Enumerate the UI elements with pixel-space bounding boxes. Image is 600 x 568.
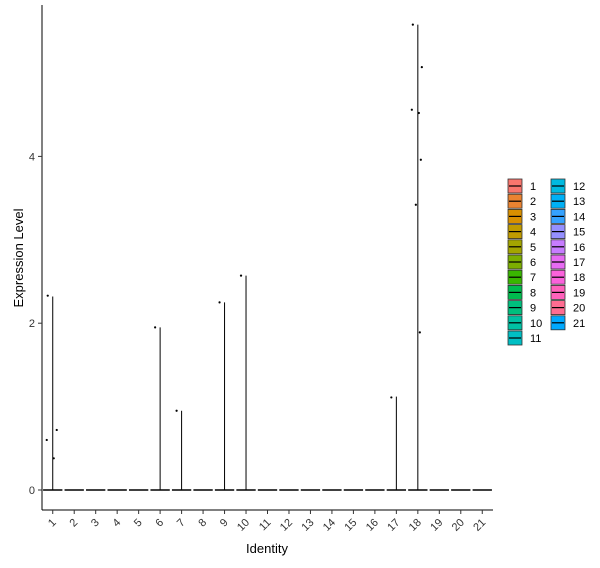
point-17-1 (390, 396, 393, 399)
x-tick-label-12: 12 (278, 517, 295, 534)
legend-label-14: 14 (573, 211, 585, 223)
point-1-4 (52, 457, 55, 460)
point-group (45, 23, 423, 460)
legend-label-11: 11 (530, 333, 541, 345)
point-18-5 (419, 158, 422, 161)
point-18-6 (414, 203, 417, 206)
y-tick-label-2: 2 (29, 318, 35, 330)
violin-group (43, 24, 492, 491)
legend-label-15: 15 (573, 227, 585, 239)
x-tick-label-13: 13 (299, 517, 316, 534)
x-axis-ticks: 1 2 3 4 5 6 7 8 9 10 11 12 13 14 15 16 17 18 19 20 21 (46, 510, 488, 534)
legend-label-4: 4 (530, 227, 536, 239)
x-tick-label-21: 21 (471, 517, 488, 534)
legend-label-10: 10 (530, 318, 542, 330)
point-18-3 (410, 108, 413, 111)
point-10-1 (239, 274, 243, 277)
x-tick-label-7: 7 (175, 517, 188, 530)
point-18-7 (418, 331, 421, 334)
point-7-1 (175, 409, 178, 412)
x-tick-label-14: 14 (321, 517, 338, 534)
legend-label-17: 17 (573, 257, 585, 269)
legend-label-1: 1 (530, 181, 536, 193)
x-tick-label-5: 5 (132, 517, 145, 530)
x-tick-label-1: 1 (46, 517, 59, 530)
legend-label-6: 6 (530, 257, 536, 269)
legend-label-20: 20 (573, 303, 585, 315)
y-tick-label-4: 4 (29, 151, 35, 163)
point-18-1 (411, 23, 414, 26)
point-1-1 (46, 294, 49, 297)
legend-label-12: 12 (573, 181, 585, 193)
x-tick-label-8: 8 (196, 517, 209, 530)
point-18-4 (417, 111, 420, 115)
legend-label-19: 19 (573, 287, 585, 299)
x-axis-title: Identity (246, 541, 288, 556)
y-tick-label-0: 0 (29, 485, 35, 497)
y-axis-ticks: 0 2 4 (29, 151, 42, 497)
legend-label-21: 21 (573, 318, 585, 330)
x-tick-label-18: 18 (407, 517, 424, 534)
legend-label-3: 3 (530, 211, 536, 223)
x-tick-label-19: 19 (428, 517, 445, 534)
x-tick-label-6: 6 (153, 517, 166, 530)
legend-label-2: 2 (530, 196, 536, 208)
x-tick-label-20: 20 (450, 517, 467, 534)
legend-label-18: 18 (573, 272, 585, 284)
legend-label-13: 13 (573, 196, 585, 208)
x-tick-label-17: 17 (385, 517, 402, 534)
y-axis-title: Expression Level (11, 208, 26, 307)
point-6-1 (154, 326, 157, 329)
x-tick-label-10: 10 (235, 517, 252, 534)
x-tick-label-15: 15 (342, 517, 359, 534)
point-18-2 (420, 66, 423, 69)
legend-label-16: 16 (573, 242, 585, 254)
point-9-1 (218, 301, 221, 304)
legend-label-7: 7 (530, 272, 536, 284)
legend-label-5: 5 (530, 242, 536, 254)
x-tick-label-3: 3 (89, 517, 102, 530)
x-tick-label-9: 9 (218, 517, 231, 530)
x-tick-label-4: 4 (110, 517, 123, 530)
legend-label-9: 9 (530, 303, 536, 315)
point-1-2 (55, 428, 58, 432)
x-tick-label-16: 16 (364, 517, 381, 534)
x-tick-label-2: 2 (68, 517, 81, 530)
x-tick-label-11: 11 (257, 517, 274, 534)
legend-label-8: 8 (530, 287, 536, 299)
point-1-3 (45, 438, 48, 442)
